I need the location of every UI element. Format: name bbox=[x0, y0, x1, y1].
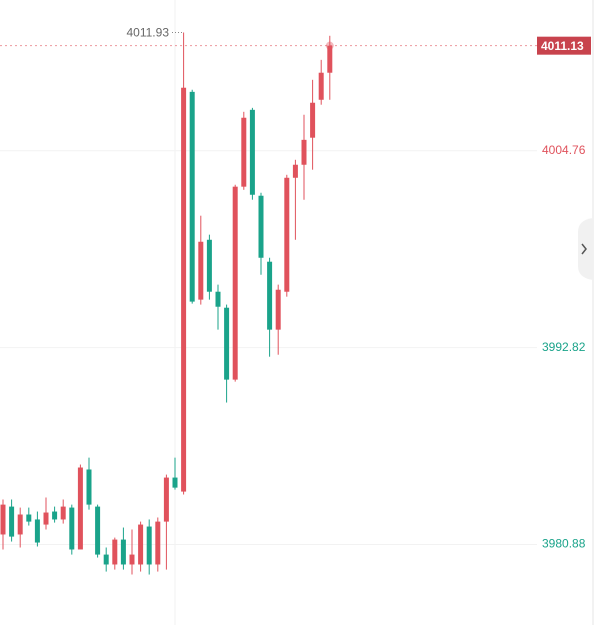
candle-body bbox=[258, 195, 264, 258]
candle-body bbox=[146, 526, 152, 565]
candle-body bbox=[172, 477, 178, 488]
candle-body bbox=[163, 477, 169, 522]
candle-body bbox=[43, 512, 49, 525]
last-price-dot bbox=[325, 41, 334, 50]
candle-body bbox=[9, 506, 15, 537]
y-tick-label: 3992.82 bbox=[542, 340, 586, 354]
candle-body bbox=[34, 519, 40, 543]
candle-body bbox=[198, 241, 204, 300]
candle-body bbox=[206, 239, 212, 292]
candle-body bbox=[310, 102, 316, 138]
last-price-label: 4011.13 bbox=[541, 39, 584, 53]
candle-body bbox=[86, 469, 92, 505]
y-tick-label: 3980.88 bbox=[542, 537, 586, 551]
candle-body bbox=[267, 261, 273, 330]
candle-body bbox=[103, 554, 109, 565]
candle-body bbox=[112, 539, 118, 565]
candle-body bbox=[181, 87, 187, 492]
last-price-tag bbox=[537, 36, 591, 55]
candle-body bbox=[26, 514, 32, 522]
candle-body bbox=[60, 506, 66, 520]
candle-body bbox=[155, 521, 161, 565]
candle-body bbox=[95, 506, 101, 555]
high-label: 4011.93 bbox=[127, 26, 170, 40]
candle-body bbox=[292, 164, 298, 178]
candle-body bbox=[138, 524, 144, 565]
candle-body bbox=[215, 291, 221, 307]
candle-body bbox=[52, 511, 58, 520]
candle-body bbox=[249, 109, 255, 195]
candle-body bbox=[17, 514, 23, 535]
y-tick-label: 4004.76 bbox=[542, 143, 586, 157]
expand-icon[interactable] bbox=[581, 243, 587, 255]
candle-body bbox=[241, 117, 247, 187]
candle-body bbox=[327, 45, 333, 73]
candle-body bbox=[120, 539, 126, 565]
candle-body bbox=[232, 186, 238, 380]
candle-body bbox=[0, 504, 6, 535]
candle-body bbox=[275, 289, 281, 330]
candle-body bbox=[284, 177, 290, 292]
candle-body bbox=[301, 139, 307, 165]
candle-body bbox=[77, 467, 83, 550]
candle-body bbox=[129, 554, 135, 565]
candle-body bbox=[69, 507, 75, 550]
candle-body bbox=[318, 72, 324, 100]
candle-body bbox=[224, 307, 230, 380]
candle-body bbox=[189, 91, 195, 302]
